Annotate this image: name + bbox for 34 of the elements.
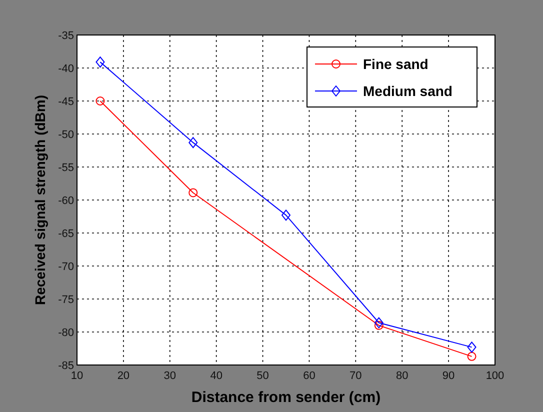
point (96, 96, 105, 106)
point (374, 320, 384, 330)
x-tick-label: 30 (164, 370, 176, 382)
point (188, 137, 198, 148)
x-tick-label: 80 (396, 370, 408, 382)
y-tick-label: -60 (58, 195, 74, 207)
point (96, 56, 105, 68)
x-tick-label: 50 (256, 370, 269, 382)
y-tick-label: -40 (58, 63, 74, 75)
point (467, 352, 476, 361)
x-tick-label: 60 (303, 370, 316, 382)
y-tick-label: -50 (58, 129, 74, 141)
x-tick-label: 20 (117, 370, 130, 382)
x-tick-label: 100 (486, 370, 504, 382)
y-tick-label: -75 (58, 294, 74, 306)
legend-label: Fine sand (363, 56, 428, 72)
x-tick-label: 70 (350, 370, 362, 382)
point (374, 317, 384, 328)
x-tick-label: 10 (70, 370, 84, 382)
legend-label: Medium sand (363, 83, 452, 99)
point (188, 188, 198, 198)
x-axis-title: Distance from sender (cm) (191, 389, 381, 406)
x-tick-label: 40 (210, 370, 222, 382)
y-tick-label: -55 (58, 162, 74, 174)
y-axis-title: Received signal strength (dBm) (32, 94, 48, 306)
y-tick-label: -80 (58, 327, 74, 339)
point (282, 210, 290, 221)
y-tick-label: -35 (58, 30, 74, 42)
x-tick-label: 90 (442, 370, 455, 382)
y-tick-label: -65 (58, 228, 74, 240)
y-tick-label: -45 (58, 96, 74, 108)
point (467, 342, 476, 353)
y-tick-label: -85 (58, 360, 74, 372)
y-tick-label: -70 (58, 261, 74, 273)
